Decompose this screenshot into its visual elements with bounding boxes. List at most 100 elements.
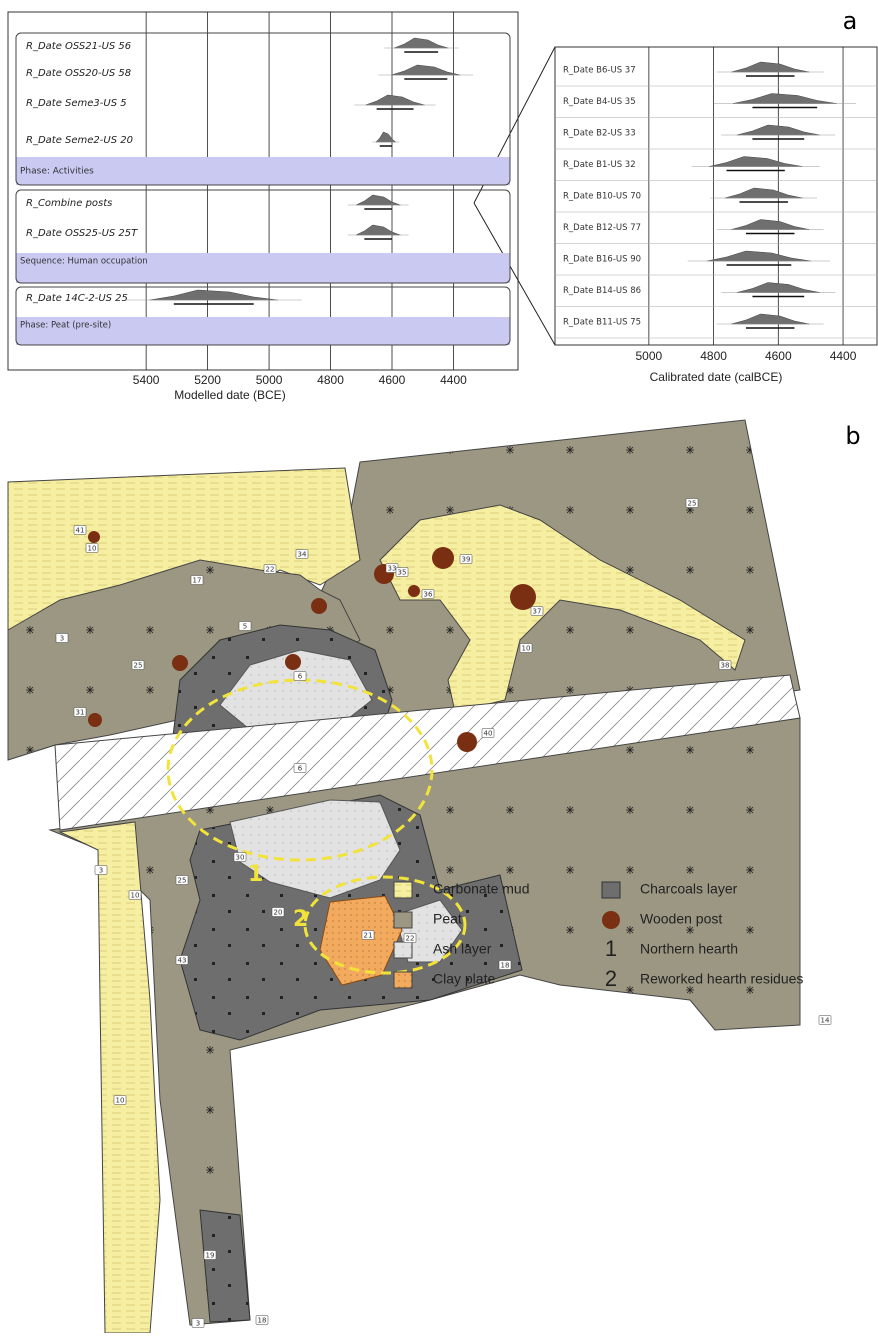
probability-distribution [355, 224, 401, 236]
row-label: R_Date B11-US 75 [563, 318, 641, 328]
x-tick-label: 5000 [256, 373, 283, 387]
label-box [190, 575, 204, 585]
map-label: 14 [821, 1017, 830, 1025]
panel-a: a Modelled date (BCE) Calibrated date (c… [7, 7, 878, 402]
label-box [128, 890, 142, 900]
map-label: 25 [688, 500, 697, 508]
posts [88, 531, 536, 752]
map-label: 6 [298, 765, 303, 773]
x-axis-title: Calibrated date (calBCE) [650, 370, 783, 384]
label-box [481, 728, 495, 738]
label-box [238, 621, 252, 631]
row-label: R_Date B2-US 33 [563, 129, 636, 139]
map-label: 41 [76, 527, 85, 535]
row-label: R_Date 14C-2-US 25 [26, 293, 128, 304]
probability-distribution [391, 64, 461, 76]
x-tick-label: 4800 [317, 373, 344, 387]
map-label: 25 [178, 877, 187, 885]
legend-label: Carbonate mud [433, 881, 530, 897]
label-box [55, 633, 69, 643]
label-box [263, 564, 277, 574]
label-box [403, 933, 417, 943]
row-label: R_Date Seme3-US 5 [26, 98, 127, 109]
x-axis-title: Modelled date (BCE) [174, 388, 285, 402]
band-label: Phase: Peat (pre-site) [20, 321, 111, 331]
map-label: 10 [116, 1097, 125, 1105]
x-tick-label: 4400 [440, 373, 467, 387]
label-box [175, 955, 189, 965]
hearth-outline [166, 678, 434, 862]
row-label: R_Date B1-US 32 [563, 160, 636, 170]
legend-label: Ash layer [433, 941, 492, 957]
x-tick-label: 5400 [133, 373, 160, 387]
probability-distribution [736, 124, 820, 136]
label-box [131, 660, 145, 670]
wooden-post [457, 732, 477, 752]
band [16, 253, 510, 283]
ash-layer [229, 799, 401, 899]
probability-distribution [375, 131, 397, 143]
probability-distribution [731, 61, 810, 73]
legend-swatch [393, 881, 413, 899]
probability-distribution [736, 282, 820, 293]
probability-distribution [732, 93, 837, 104]
hearth-outline [303, 875, 467, 975]
wooden-post [172, 655, 188, 671]
hearth-marker: 2 [293, 907, 308, 932]
map-label: 43 [178, 957, 187, 965]
legend-swatch [602, 911, 620, 929]
map-label: 36 [424, 591, 433, 599]
map-label: 3 [99, 867, 103, 875]
row-label: R_Date OSS20-US 58 [26, 68, 131, 79]
legend-label: Wooden post [640, 911, 722, 927]
label-box [73, 707, 87, 717]
row-label: R_Date B6-US 37 [563, 66, 636, 76]
row-label: R_Date B16-US 90 [563, 255, 641, 265]
wooden-post [285, 654, 301, 670]
label-box [295, 549, 309, 559]
probability-distribution [707, 250, 811, 262]
probability-distribution [709, 156, 803, 167]
probability-distribution [394, 37, 449, 49]
x-tick-label: 4800 [700, 349, 727, 363]
band-label: Sequence: Human occupation [20, 257, 148, 267]
map-label: 33 [388, 565, 397, 573]
map-label: 31 [76, 709, 85, 717]
map-label: 3 [196, 1320, 200, 1328]
map-label: 18 [501, 962, 510, 970]
label-box [498, 960, 512, 970]
row-label: R_Date B10-US 70 [563, 192, 641, 202]
map-label: 10 [522, 645, 531, 653]
legend-swatch [393, 971, 413, 989]
label-box [191, 1318, 205, 1328]
legend-symbol: 2 [605, 966, 617, 991]
clay-plate [319, 895, 403, 986]
map-label: 21 [364, 932, 373, 940]
probability-distribution [731, 313, 810, 325]
legend-label: Reworked hearth residues [640, 971, 803, 987]
legend-symbol: 1 [605, 936, 617, 961]
legend-label: Peat [433, 911, 462, 927]
wooden-post [408, 585, 420, 597]
label-box [175, 875, 189, 885]
label-box [293, 671, 307, 681]
label-box [519, 643, 533, 653]
panel-label: a [843, 7, 858, 35]
map-label: 37 [533, 608, 542, 616]
x-tick-label: 4600 [379, 373, 406, 387]
map-label: 25 [134, 662, 143, 670]
label-box [361, 930, 375, 940]
probability-distribution [365, 94, 425, 106]
map-label: 22 [406, 935, 415, 943]
label-box [395, 567, 409, 577]
row-label: R_Date OSS25-US 25T [26, 228, 138, 239]
group-box [15, 286, 511, 346]
label-box [685, 498, 699, 508]
label-box [421, 589, 435, 599]
probability-distribution [731, 219, 810, 230]
legend-swatch [601, 881, 621, 899]
map-label: 40 [484, 730, 493, 738]
legend-label: Clay plate [433, 971, 495, 987]
map-label: 39 [462, 556, 471, 564]
